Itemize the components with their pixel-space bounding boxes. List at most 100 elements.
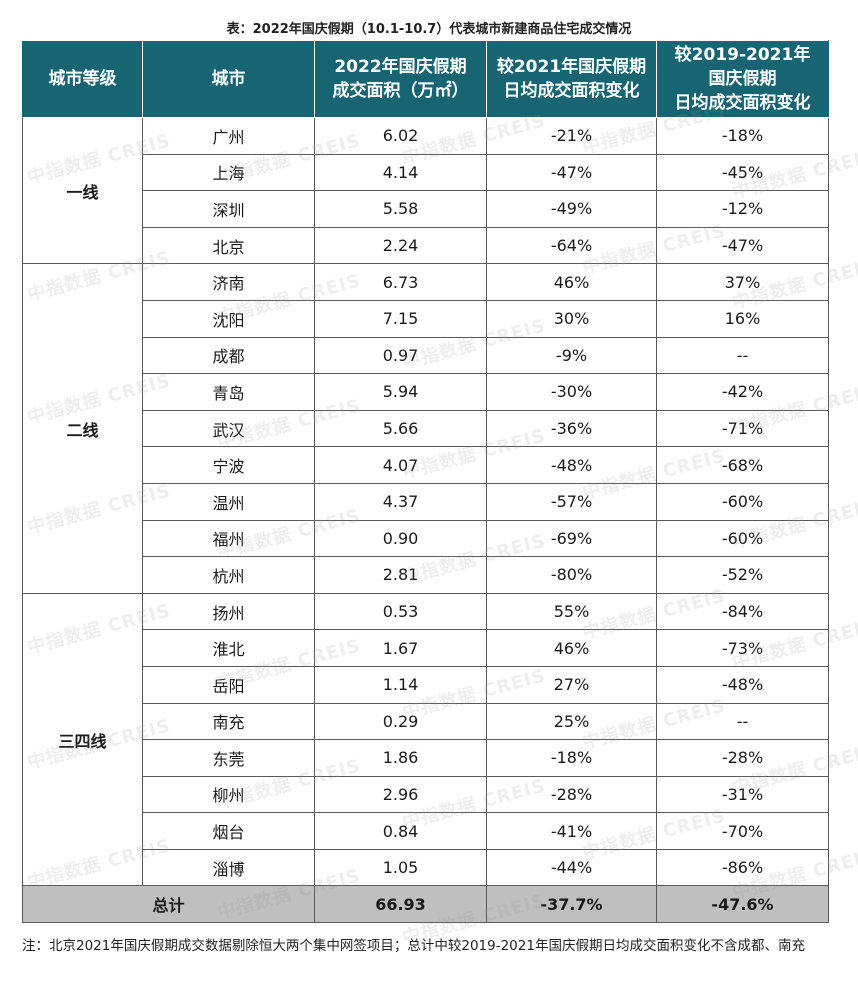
vs2021-cell: -57%: [486, 482, 657, 521]
header-area: 2022年国庆假期 成交面积（万㎡）: [314, 40, 487, 118]
area-cell: 2.24: [314, 226, 487, 265]
area-cell: 2.81: [314, 556, 487, 594]
vs2019-cell: -18%: [656, 117, 829, 155]
table-row: 淮北 1.67 46% -73%: [23, 629, 829, 667]
area-cell: 0.97: [314, 336, 487, 375]
city-cell: 宁波: [142, 446, 315, 484]
area-cell: 1.14: [314, 665, 487, 704]
total-vs2021: -37.7%: [486, 885, 657, 924]
vs2019-cell: -71%: [656, 409, 829, 448]
city-cell: 淄博: [142, 848, 315, 887]
area-cell: 0.84: [314, 812, 487, 850]
vs2019-cell: -47%: [656, 226, 829, 265]
table-row: 岳阳 1.14 27% -48%: [23, 665, 829, 704]
vs2021-cell: -69%: [486, 519, 657, 558]
city-cell: 深圳: [142, 190, 315, 228]
city-cell: 广州: [142, 117, 315, 155]
vs2021-cell: -49%: [486, 190, 657, 228]
city-cell: 东莞: [142, 739, 315, 777]
table-row: 一线 广州 6.02 -21% -18%: [22, 116, 829, 265]
city-cell: 南充: [142, 702, 315, 741]
table-row: 深圳 5.58 -49% -12%: [23, 190, 829, 228]
city-cell: 北京: [142, 226, 315, 265]
total-area: 66.93: [314, 885, 487, 924]
city-cell: 柳州: [142, 775, 315, 814]
city-cell: 青岛: [142, 373, 315, 411]
vs2019-cell: -84%: [656, 592, 829, 631]
area-cell: 4.37: [314, 482, 487, 521]
table-row: 南充 0.29 25% --: [23, 702, 829, 741]
vs2021-cell: -21%: [486, 117, 657, 155]
vs2021-cell: 25%: [486, 702, 657, 741]
vs2019-cell: -31%: [656, 775, 829, 814]
table-row: 北京 2.24 -64% -47%: [23, 226, 829, 265]
vs2021-cell: -44%: [486, 848, 657, 887]
city-cell: 武汉: [142, 409, 315, 448]
table-title: 表：2022年国庆假期（10.1-10.7）代表城市新建商品住宅成交情况: [226, 22, 632, 37]
area-cell: 4.07: [314, 446, 487, 484]
vs2019-cell: -28%: [656, 739, 829, 777]
footnote: 注：北京2021年国庆假期成交数据剔除恒大两个集中网签项目；总计中较2019-2…: [22, 938, 805, 954]
city-sales-table: 城市等级 城市 2022年国庆假期 成交面积（万㎡） 较2021年国庆假期 日均成交…: [22, 40, 829, 924]
vs2021-cell: -36%: [486, 409, 657, 448]
area-cell: 7.15: [314, 299, 487, 338]
table-row: 沈阳 7.15 30% 16%: [23, 299, 829, 338]
vs2021-cell: 55%: [486, 592, 657, 631]
table-row: 成都 0.97 -9% --: [23, 336, 829, 375]
vs2021-cell: -64%: [486, 226, 657, 265]
vs2021-cell: -47%: [486, 153, 657, 192]
vs2019-cell: -42%: [656, 373, 829, 411]
table-row: 淄博 1.05 -44% -86%: [23, 848, 829, 887]
header-row: 城市等级 城市 2022年国庆假期 成交面积（万㎡） 较2021年国庆假期 日均成交…: [22, 40, 829, 118]
total-row: 总计 66.93 -37.7% -47.6%: [22, 885, 829, 924]
city-cell: 扬州: [142, 592, 315, 631]
vs2021-cell: -30%: [486, 373, 657, 411]
area-cell: 5.58: [314, 190, 487, 228]
total-vs2019: -47.6%: [656, 885, 829, 924]
area-cell: 5.94: [314, 373, 487, 411]
vs2021-cell: -48%: [486, 446, 657, 484]
city-cell: 福州: [142, 519, 315, 558]
vs2019-cell: -86%: [656, 848, 829, 887]
vs2019-cell: -52%: [656, 556, 829, 594]
area-cell: 2.96: [314, 775, 487, 814]
area-cell: 4.14: [314, 153, 487, 192]
vs2019-cell: -60%: [656, 482, 829, 521]
table-row: 杭州 2.81 -80% -52%: [23, 556, 829, 594]
table-row: 福州 0.90 -69% -60%: [23, 519, 829, 558]
vs2021-cell: 30%: [486, 299, 657, 338]
area-cell: 5.66: [314, 409, 487, 448]
area-cell: 0.29: [314, 702, 487, 741]
tier-label: 三四线: [22, 592, 143, 887]
city-cell: 岳阳: [142, 665, 315, 704]
area-cell: 1.67: [314, 629, 487, 667]
area-cell: 0.90: [314, 519, 487, 558]
vs2021-cell: 27%: [486, 665, 657, 704]
vs2019-cell: -68%: [656, 446, 829, 484]
vs2021-cell: 46%: [486, 629, 657, 667]
vs2019-cell: -48%: [656, 665, 829, 704]
vs2021-cell: -80%: [486, 556, 657, 594]
area-cell: 6.73: [314, 263, 487, 301]
city-cell: 淮北: [142, 629, 315, 667]
vs2019-cell: -73%: [656, 629, 829, 667]
vs2021-cell: 46%: [486, 263, 657, 301]
table-row: 烟台 0.84 -41% -70%: [23, 812, 829, 850]
city-cell: 沈阳: [142, 299, 315, 338]
vs2021-cell: -28%: [486, 775, 657, 814]
area-cell: 1.05: [314, 848, 487, 887]
table-row: 武汉 5.66 -36% -71%: [23, 409, 829, 448]
city-cell: 温州: [142, 482, 315, 521]
vs2019-cell: -70%: [656, 812, 829, 850]
city-cell: 成都: [142, 336, 315, 375]
header-city: 城市: [142, 40, 315, 118]
header-vs2021: 较2021年国庆假期 日均成交面积变化: [486, 40, 657, 118]
area-cell: 1.86: [314, 739, 487, 777]
tier-label: 一线: [22, 116, 143, 265]
table-row: 青岛 5.94 -30% -42%: [23, 373, 829, 411]
total-label: 总计: [22, 885, 315, 924]
area-cell: 0.53: [314, 592, 487, 631]
table-row: 二线 济南 6.73 46% 37%: [22, 263, 829, 594]
vs2021-cell: -41%: [486, 812, 657, 850]
table-row: 柳州 2.96 -28% -31%: [23, 775, 829, 814]
